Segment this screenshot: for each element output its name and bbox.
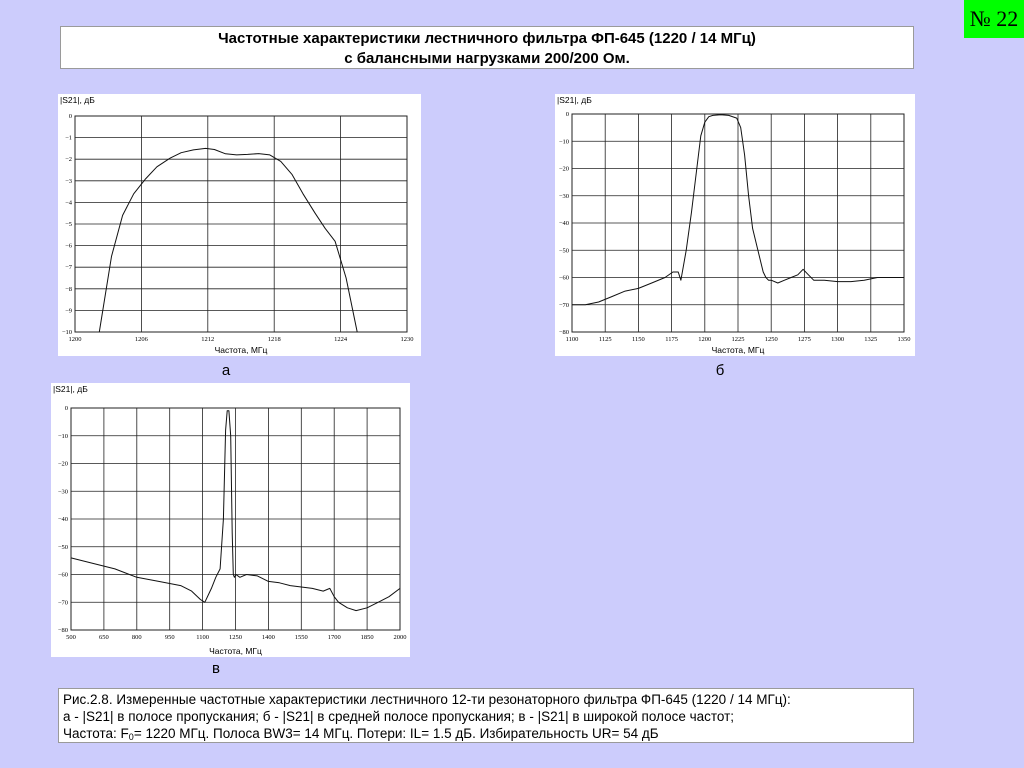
slide-title-line1: Частотные характеристики лестничного фил…	[218, 30, 756, 47]
x-tick-label: 1224	[334, 336, 348, 343]
x-tick-label: 500	[66, 634, 76, 641]
chart-panel-v: 500 650 800 950 1100 1250 1400 1550 1700 1850 2000…	[51, 383, 410, 657]
y-tick-label: −3	[65, 178, 72, 185]
x-tick-label: 800	[132, 634, 142, 641]
x-tick-label: 1250	[765, 336, 778, 343]
caption-line1: Рис.2.8. Измеренные частотные характерис…	[63, 692, 791, 707]
y-axis-label: |S21|, дБ	[53, 384, 88, 394]
slide-title: Частотные характеристики лестничного фил…	[60, 26, 914, 69]
x-tick-label: 1850	[361, 634, 374, 641]
chart-v: 500 650 800 950 1100 1250 1400 1550 1700 1850 2000…	[53, 384, 407, 656]
x-tick-label: 1200	[698, 336, 711, 343]
y-tick-label: −4	[65, 199, 73, 206]
y-tick-label: −8	[65, 286, 72, 293]
x-tick-label: 2000	[394, 634, 407, 641]
x-tick-label: 1100	[196, 634, 209, 641]
y-axis-label: |S21|, дБ	[60, 95, 95, 105]
x-tick-label: 1150	[632, 336, 645, 343]
x-tick-label: 1100	[566, 336, 579, 343]
y-axis-label: |S21|, дБ	[557, 95, 592, 105]
chart-panel-b: 1100 1125 1150 1175 1200 1225 1250 1275 1300 1325…	[555, 94, 915, 356]
y-tick-label: −5	[65, 221, 72, 228]
y-tick-label: −70	[58, 599, 68, 606]
x-tick-label: 1275	[798, 336, 811, 343]
series-line	[572, 114, 904, 306]
x-tick-label: 1300	[831, 336, 844, 343]
series-line	[98, 147, 358, 333]
y-tick-label: −40	[58, 516, 68, 523]
x-tick-label: 1125	[599, 336, 612, 343]
x-axis-label: Частота, МГц	[712, 345, 765, 355]
caption-line3-prefix: Частота: F	[63, 726, 129, 741]
y-tick-label: −40	[559, 220, 569, 227]
y-tick-label: 0	[69, 113, 72, 120]
x-tick-label: 1200	[69, 336, 82, 343]
y-tick-label: −70	[559, 302, 569, 309]
x-tick-label: 1400	[262, 634, 275, 641]
x-axis-label: Частота, МГц	[215, 345, 268, 355]
caption-line2: а - |S21| в полосе пропускания; б - |S21…	[63, 709, 735, 724]
y-tick-label: −10	[58, 433, 68, 440]
x-tick-label: 1700	[328, 634, 341, 641]
y-tick-label: −30	[58, 488, 68, 495]
x-tick-label: 1206	[135, 336, 149, 343]
x-tick-label: 650	[99, 634, 109, 641]
y-tick-label: −60	[559, 275, 569, 282]
y-tick-label: −50	[559, 247, 569, 254]
x-axis-label: Частота, МГц	[209, 646, 262, 656]
y-tick-label: −10	[62, 329, 72, 336]
y-tick-label: −6	[65, 243, 73, 250]
y-tick-label: −30	[559, 193, 569, 200]
x-tick-label: 1175	[665, 336, 678, 343]
y-tick-label: 0	[566, 111, 569, 118]
chart-a: 1200 1206 1212 1218 1224 1230 0 −1 −2 −3 −4 −5 −6 −7 −…	[60, 95, 414, 355]
y-tick-label: −80	[58, 627, 68, 634]
x-tick-label: 1212	[201, 336, 214, 343]
y-tick-label: −80	[559, 329, 569, 336]
y-tick-label: −2	[65, 156, 72, 163]
x-tick-label: 1250	[229, 634, 242, 641]
panel-label-a: а	[221, 362, 231, 379]
chart-panel-a: 1200 1206 1212 1218 1224 1230 0 −1 −2 −3 −4 −5 −6 −7 −…	[58, 94, 421, 356]
slide-number-badge: № 22	[964, 0, 1024, 38]
x-tick-label: 1230	[401, 336, 414, 343]
x-tick-label: 1325	[864, 336, 877, 343]
panel-label-b: б	[715, 362, 725, 379]
y-tick-label: −10	[559, 138, 569, 145]
caption-line3: Частота: F0= 1220 МГц. Полоса BW3= 14 МГ…	[63, 725, 913, 746]
y-tick-label: −60	[58, 572, 68, 579]
y-tick-label: −1	[65, 135, 72, 142]
x-tick-label: 1218	[268, 336, 281, 343]
caption-line3-sub: 0	[128, 732, 134, 742]
x-tick-label: 1550	[295, 634, 308, 641]
y-tick-label: −9	[65, 307, 72, 314]
x-tick-label: 1225	[732, 336, 745, 343]
y-tick-label: −7	[65, 264, 73, 271]
y-tick-label: −50	[58, 544, 68, 551]
series-line	[70, 410, 401, 612]
y-tick-label: −20	[58, 461, 68, 468]
chart-b: 1100 1125 1150 1175 1200 1225 1250 1275 1300 1325…	[557, 95, 911, 355]
slide-title-line2: с балансными нагрузками 200/200 Ом.	[344, 50, 630, 67]
panel-label-v: в	[212, 660, 220, 677]
plot-frame	[571, 113, 905, 333]
y-tick-label: 0	[65, 405, 68, 412]
x-tick-label: 950	[165, 634, 175, 641]
x-tick-label: 1350	[898, 336, 911, 343]
plot-frame	[70, 407, 401, 631]
y-tick-label: −20	[559, 166, 569, 173]
plot-frame	[74, 115, 408, 333]
figure-caption: Рис.2.8. Измеренные частотные характерис…	[58, 688, 914, 743]
caption-line3-suffix: = 1220 МГц. Полоса BW3= 14 МГц. Потери: …	[133, 726, 659, 741]
